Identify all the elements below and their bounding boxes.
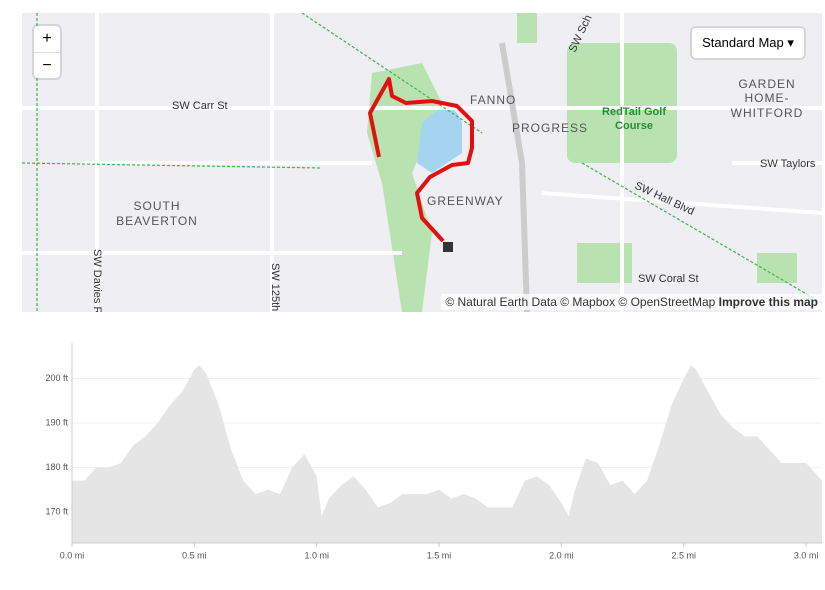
improve-link[interactable]: Improve this map [718, 295, 818, 309]
area-label: HOME- [745, 91, 790, 105]
street-label: SW Taylors [760, 158, 816, 170]
y-tick-label: 200 ft [45, 373, 68, 383]
x-tick-label: 2.5 mi [671, 550, 696, 560]
x-tick-label: 1.5 mi [427, 550, 452, 560]
dropdown-label: Standard Map [702, 35, 784, 50]
poi-label: RedTail Golf [602, 106, 666, 118]
route [368, 77, 474, 243]
finish-flag [443, 242, 453, 252]
area-label: WHITFORD [731, 106, 804, 120]
x-tick-label: 2.0 mi [549, 550, 574, 560]
trails [22, 13, 822, 312]
elevation-area [72, 365, 822, 543]
highway [499, 42, 530, 312]
y-tick-label: 180 ft [45, 462, 68, 472]
x-tick-label: 1.0 mi [304, 550, 329, 560]
street-label: SW Carr St [172, 100, 228, 112]
street-label: SW Coral St [638, 273, 699, 285]
zoom-out[interactable]: − [42, 57, 52, 74]
x-tick-label: 3.0 mi [794, 550, 819, 560]
y-tick-label: 190 ft [45, 417, 68, 427]
y-tick-label: 170 ft [45, 506, 68, 516]
zoom-control: + − [34, 26, 60, 78]
attribution: © Natural Earth Data © Mapbox © OpenStre… [441, 294, 822, 310]
area-label: PROGRESS [512, 121, 588, 135]
street-label: SW Davies R [91, 249, 103, 312]
x-tick-label: 0.5 mi [182, 550, 207, 560]
x-tick-label: 0.0 mi [60, 550, 85, 560]
area-label: BEAVERTON [116, 214, 198, 228]
area-label: SOUTH [134, 199, 181, 213]
poi-label: Course [615, 120, 653, 132]
area-label: GREENWAY [427, 194, 504, 208]
lake [417, 108, 462, 173]
map[interactable]: SW Carr St FANNO PROGRESS RedTail Golf C… [22, 13, 822, 312]
area-label: FANNO [470, 93, 516, 107]
map-style-dropdown[interactable]: Standard Map ▾ [692, 28, 804, 58]
street-label: SW 125th [269, 263, 281, 311]
area-label: GARDEN [738, 77, 795, 91]
zoom-in[interactable]: + [34, 26, 60, 53]
attribution-text: © Natural Earth Data © Mapbox © OpenStre… [445, 295, 716, 309]
roads [22, 13, 822, 312]
